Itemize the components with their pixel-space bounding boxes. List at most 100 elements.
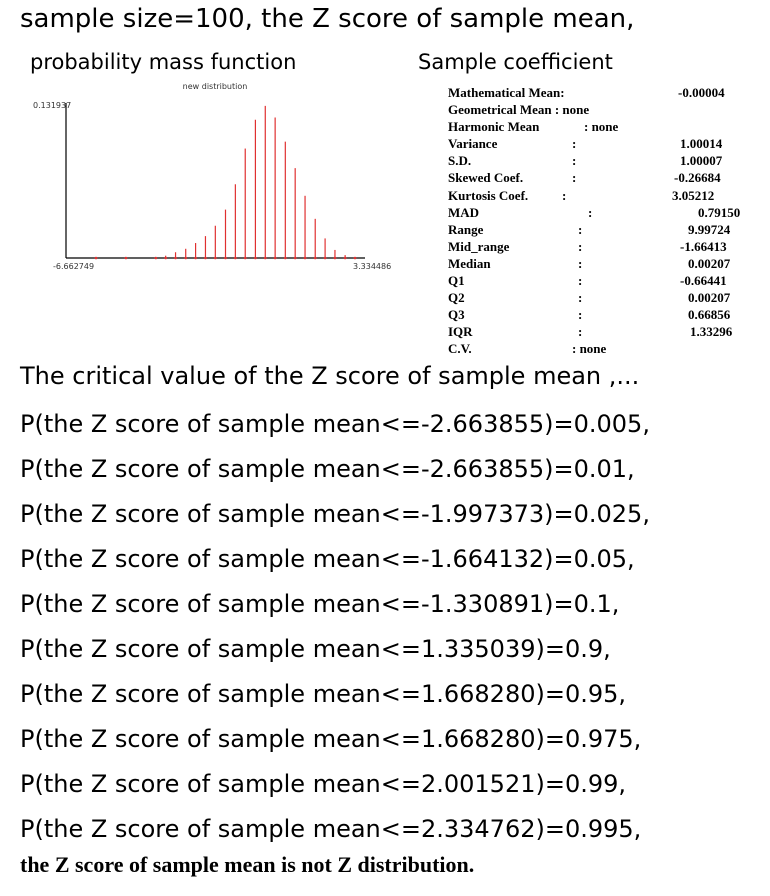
stat-colon: :	[578, 307, 583, 323]
stat-value: 3.05212	[672, 187, 715, 203]
stat-colon: :	[572, 153, 577, 169]
stat-row: C.V.: none	[448, 340, 758, 357]
stat-row: Skewed Coef.: -0.26684	[448, 169, 758, 186]
stat-label: MAD	[448, 204, 480, 220]
stat-value: 1.33296	[690, 324, 733, 340]
page-title: sample size=100, the Z score of sample m…	[20, 4, 635, 34]
stat-value: 1.00007	[680, 153, 723, 169]
bar-base-marker	[214, 256, 217, 260]
stat-row: Mid_range: -1.66413	[448, 238, 758, 255]
stat-value: -0.00004	[678, 85, 725, 100]
stat-row: Q1: -0.66441	[448, 272, 758, 289]
stat-row: Median: 0.00207	[448, 255, 758, 272]
stat-row: MAD: 0.79150	[448, 204, 758, 221]
stat-label: Range	[448, 221, 484, 237]
critical-value-list: P(the Z score of sample mean<=-2.663855)…	[20, 406, 650, 856]
stat-colon: :	[562, 187, 567, 203]
stat-colon: :	[572, 170, 577, 186]
stat-row: Variance: 1.00014	[448, 135, 758, 152]
stat-row: Range: 9.99724	[448, 221, 758, 238]
stat-label: Variance	[448, 136, 498, 152]
bar-base-marker	[353, 256, 357, 260]
stat-label: S.D.	[448, 153, 472, 169]
bar-base-marker	[284, 256, 287, 260]
bar-base-marker	[124, 256, 128, 260]
stat-label: Harmonic Mean	[448, 119, 540, 135]
stat-value: 0.79150	[698, 204, 741, 220]
stat-label: Kurtosis Coef.	[448, 187, 529, 203]
stat-colon: :	[578, 290, 583, 306]
bar-base-marker	[234, 256, 237, 260]
stat-row: Mathematical Mean: -0.00004	[448, 84, 758, 101]
stat-row: Q2: 0.00207	[448, 289, 758, 306]
bar-base-marker	[174, 256, 177, 260]
critical-value-item: P(the Z score of sample mean<=-1.997373)…	[20, 500, 650, 528]
bar-base-marker	[94, 256, 98, 260]
stat-colon: :	[572, 136, 577, 152]
stat-label: Q1	[448, 273, 465, 289]
stat-colon: :	[588, 204, 593, 220]
stat-label: Q3	[448, 307, 465, 323]
bar-base-marker	[154, 256, 158, 260]
stat-label: Geometrical Mean : none	[448, 102, 590, 118]
bar-base-marker	[273, 256, 277, 260]
stat-colon: : none	[584, 119, 619, 135]
bar-base-marker	[164, 256, 167, 260]
sample-coefficient-table: Mathematical Mean: -0.00004 Geometrical Me…	[448, 84, 758, 358]
stat-row: Harmonic Mean : none	[448, 118, 758, 135]
x-max-label: 3.334486	[353, 262, 391, 271]
stat-colon: :	[578, 238, 583, 254]
bar-base-marker	[333, 256, 337, 260]
stat-value: -1.66413	[680, 238, 727, 254]
stat-label: Skewed Coef.	[448, 170, 524, 186]
y-max-label: 0.131937	[33, 101, 71, 110]
critical-value-item: P(the Z score of sample mean<=1.668280)=…	[20, 680, 627, 708]
pmf-chart: new distribution 0.131937 -6.662749 3.33…	[30, 78, 400, 278]
bar-base-marker	[323, 256, 327, 260]
stat-row: Geometrical Mean : none	[448, 101, 758, 118]
critical-value-item: P(the Z score of sample mean<=2.001521)=…	[20, 770, 627, 798]
stat-value: 9.99724	[688, 221, 731, 237]
conclusion-text: the Z score of sample mean is not Z dist…	[20, 852, 475, 877]
stat-label: Mathematical Mean:	[448, 85, 565, 100]
stat-label: IQR	[448, 324, 473, 340]
stat-row: Q3: 0.66856	[448, 306, 758, 323]
critical-value-heading: The critical value of the Z score of sam…	[20, 362, 640, 390]
critical-value-item: P(the Z score of sample mean<=-2.663855)…	[20, 455, 635, 483]
bar-base-marker	[343, 256, 347, 260]
chart-title: new distribution	[183, 82, 248, 91]
bar-base-marker	[254, 256, 257, 260]
critical-value-item: P(the Z score of sample mean<=-1.330891)…	[20, 590, 620, 618]
critical-value-item: P(the Z score of sample mean<=1.335039)=…	[20, 635, 611, 663]
stat-row: IQR: 1.33296	[448, 323, 758, 340]
stat-colon: :	[578, 273, 583, 289]
critical-value-item: P(the Z score of sample mean<=-2.663855)…	[20, 410, 650, 438]
stat-colon: :	[578, 221, 583, 237]
stat-value: 1.00014	[680, 136, 723, 152]
coefficient-section-title: Sample coefficient	[418, 50, 613, 74]
pmf-section-title: probability mass function	[30, 50, 297, 74]
stat-colon: :	[578, 255, 583, 271]
critical-value-item: P(the Z score of sample mean<=2.334762)=…	[20, 815, 642, 843]
bar-base-marker	[194, 256, 197, 260]
stat-value: 0.00207	[688, 290, 731, 306]
bar-base-marker	[204, 256, 207, 260]
bar-base-marker	[243, 256, 247, 260]
bar-base-marker	[263, 256, 267, 260]
stat-value: 0.00207	[688, 255, 731, 271]
stat-row: S.D.: 1.00007	[448, 152, 758, 169]
stat-label: Median	[448, 255, 491, 271]
bar-base-marker	[224, 256, 227, 260]
stat-value: -0.26684	[674, 170, 721, 186]
bar-base-marker	[303, 256, 307, 260]
stat-colon: :	[578, 324, 583, 340]
stat-label: C.V.	[448, 341, 472, 357]
x-min-label: -6.662749	[53, 262, 94, 271]
critical-value-item: P(the Z score of sample mean<=-1.664132)…	[20, 545, 635, 573]
bar-group	[94, 105, 357, 260]
stat-row: Kurtosis Coef.: 3.05212	[448, 187, 758, 204]
bar-base-marker	[293, 256, 297, 260]
pmf-chart-svg: new distribution 0.131937 -6.662749 3.33…	[33, 82, 391, 271]
stat-value: 0.66856	[688, 307, 731, 323]
stat-label: Mid_range	[448, 238, 510, 254]
